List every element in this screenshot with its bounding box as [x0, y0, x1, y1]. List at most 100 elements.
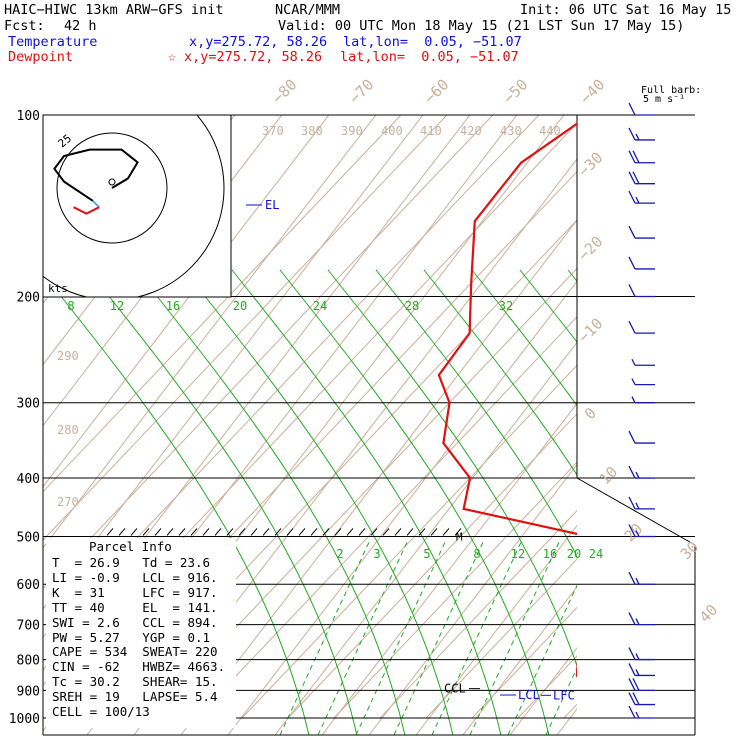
mixing-ratio-label: 12: [110, 299, 124, 313]
theta-label: 270: [57, 495, 79, 509]
theta-label: 430: [500, 124, 522, 138]
wind-barb: [628, 647, 655, 661]
hatch-mark: [166, 528, 174, 536]
hodograph-ring-inner: [56, 132, 168, 244]
wind-barb-half: [635, 577, 640, 585]
wind-barb: [628, 571, 655, 585]
isotherm-line: [287, 413, 577, 719]
wind-barb-flag: [628, 647, 636, 660]
hatch-mark: [214, 528, 222, 536]
wind-barb-half: [635, 618, 640, 625]
parcel-info-panel: Parcel Info T = 26.9 Td = 23.6 LI = -0.9 …: [46, 538, 236, 728]
isotherm-label: 30: [677, 538, 703, 564]
hatch-mark: [322, 528, 330, 536]
mixing-ratio-label: 5: [423, 547, 430, 561]
isotherm-label: 0: [581, 404, 600, 423]
hatch-mark: [370, 528, 378, 536]
hatch-mark: [274, 528, 282, 536]
mixing-ratio-label: 20: [567, 547, 581, 561]
wind-barb-flag: [628, 225, 636, 239]
wind-barb: [628, 705, 655, 719]
temperature-legend: Temperature: [8, 34, 98, 50]
dry-adiabat-line: [274, 341, 577, 735]
mixing-ratio-line: [545, 666, 577, 735]
wind-barb-flag: [628, 692, 636, 705]
moist-adiabat-line: [43, 272, 310, 735]
theta-label: 290: [57, 349, 79, 363]
dry-adiabat-line: [180, 219, 577, 735]
moist-adiabat-line: [183, 269, 454, 735]
isotherm-line: [43, 115, 448, 541]
wind-barb-flag: [628, 524, 636, 537]
hatch-mark: [202, 528, 210, 536]
isotherm-line: [610, 115, 740, 718]
parcel-info-row: CIN = -62 HWBZ= 4663.: [52, 659, 226, 675]
moist-adiabat-line: [279, 269, 550, 735]
moist-adiabat-line: [231, 269, 502, 735]
theta-label: 280: [57, 423, 79, 437]
wind-barb-half: [635, 530, 640, 537]
wind-barb: [631, 358, 655, 366]
hatch-mark: [178, 528, 186, 536]
hodograph-storm-motion: [108, 178, 116, 186]
theta-label: 390: [341, 124, 363, 138]
wind-barb: [628, 190, 655, 204]
center-label: NCAR/MMM: [275, 2, 341, 18]
hatch-mark: [394, 528, 402, 536]
wind-barb: [628, 127, 655, 141]
moist-adiabat-line: [471, 269, 577, 407]
hatch-mark: [142, 528, 150, 536]
hatch-mark: [130, 528, 138, 536]
wind-barb: [628, 430, 655, 444]
isotherm-label: 10: [596, 463, 622, 489]
hatch-mark: [454, 528, 462, 536]
moist-adiabat-line: [519, 269, 577, 343]
wind-barb-flag: [628, 663, 636, 676]
wind-barb: [628, 150, 655, 164]
mixing-ratio-label: 32: [499, 299, 513, 313]
forecast-label: Fcst:: [4, 18, 45, 34]
wind-barb-flag: [628, 571, 636, 585]
isotherm-label: −60: [421, 76, 453, 108]
dewpoint-line: [437, 122, 577, 678]
temperature-latlon: lat,lon= 0.05, −51.07: [343, 34, 522, 50]
wind-barb-flag: [628, 430, 636, 444]
isotherm-line: [425, 558, 577, 719]
dry-adiabat-line: [462, 585, 577, 735]
wind-barb-flag: [628, 171, 636, 184]
wind-barb: [628, 612, 655, 626]
isotherm-line: [379, 509, 577, 719]
wind-barb: [628, 524, 655, 538]
isotherm-label: −70: [346, 76, 378, 108]
isotherm-line: [517, 655, 577, 719]
theta-label: 420: [460, 124, 482, 138]
hatch-mark: [442, 528, 450, 536]
wind-barb-flag: [628, 256, 636, 270]
hatch-mark: [430, 528, 438, 536]
lfc-marker: LFC: [553, 688, 575, 702]
dewpoint-xy: x,y=275.72, 58.26: [184, 49, 323, 65]
dry-adiabat-line: [604, 85, 740, 735]
moist-adiabat-line: [135, 269, 406, 735]
wind-barb-flag: [628, 496, 636, 510]
mixing-ratio-line: [317, 539, 409, 735]
mixing-ratio-label: 16: [543, 547, 557, 561]
parcel-info-row: SREH = 19 LAPSE= 5.4: [52, 689, 218, 705]
isotherm-label: −40: [577, 76, 609, 108]
wind-barb-flag: [632, 678, 640, 691]
mixing-ratio-label: 3: [373, 547, 380, 561]
ccl-marker: CCL: [444, 682, 466, 696]
el-marker: EL: [265, 198, 279, 212]
barb-key-line1: Full barb:: [641, 85, 702, 96]
mixing-ratio-label: 8: [67, 299, 74, 313]
hodograph-ring-outer: [43, 115, 225, 297]
wind-barb-flag: [628, 320, 636, 334]
dry-adiabat-line: [415, 524, 577, 735]
isotherm-line: [656, 115, 740, 718]
mixing-ratio-line: [355, 539, 447, 735]
isotherm-line: [195, 316, 577, 719]
hatch-mark: [106, 528, 114, 536]
hatch-mark: [406, 528, 414, 536]
wind-barb: [631, 396, 655, 404]
hatch-mark: [418, 528, 426, 536]
